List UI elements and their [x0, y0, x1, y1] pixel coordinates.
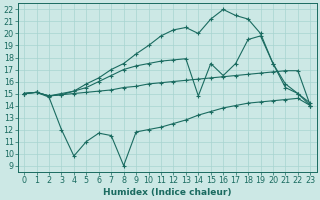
X-axis label: Humidex (Indice chaleur): Humidex (Indice chaleur)	[103, 188, 231, 197]
